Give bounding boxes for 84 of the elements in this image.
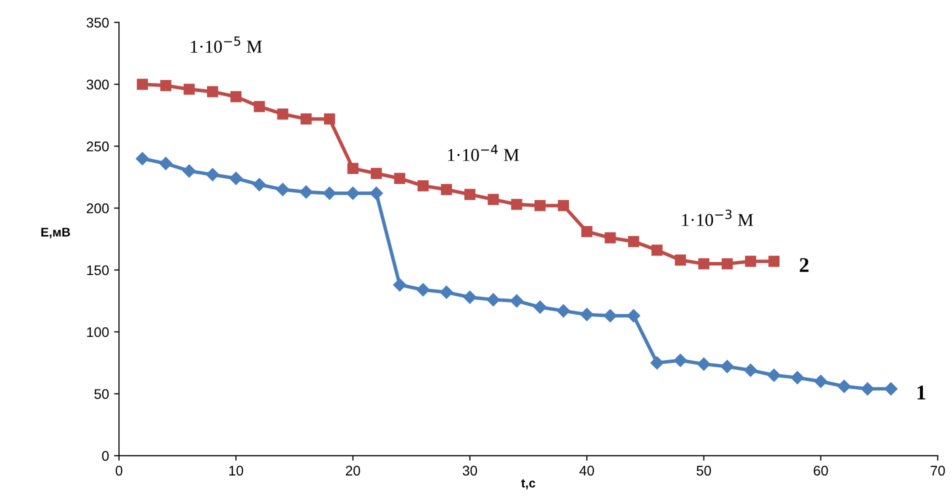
point [464, 188, 476, 200]
x-tick-label: 0 [116, 466, 122, 476]
point [160, 80, 172, 92]
point [768, 256, 780, 267]
point [418, 180, 429, 192]
point [790, 371, 804, 384]
point [581, 226, 592, 238]
point [651, 244, 663, 256]
point [300, 113, 312, 125]
point [300, 185, 313, 199]
point [744, 364, 758, 377]
point [347, 162, 358, 174]
point [860, 382, 874, 396]
point [394, 172, 406, 184]
point [254, 101, 265, 112]
x-tick-label: 20 [346, 466, 360, 476]
y-tick-label: 50 [94, 389, 109, 399]
point [206, 168, 220, 182]
point [440, 184, 452, 196]
point [556, 304, 570, 318]
annotation: 1·10$^{−5}$ M [191, 36, 262, 53]
point [580, 308, 594, 322]
point [136, 152, 149, 166]
point [558, 200, 570, 212]
point [534, 200, 546, 212]
point [627, 309, 640, 322]
point [184, 84, 195, 95]
point [533, 300, 547, 314]
point [838, 380, 851, 393]
point [674, 354, 687, 367]
x-tick-label: 70 [930, 466, 945, 476]
y-tick-label: 300 [86, 80, 109, 90]
point [511, 198, 522, 210]
point [207, 86, 218, 98]
point [370, 168, 382, 179]
series-label: 1 [918, 386, 926, 400]
point [767, 368, 781, 382]
point [650, 356, 664, 370]
x-tick-label: 10 [229, 466, 244, 476]
point [488, 194, 499, 205]
point [322, 186, 336, 200]
x-tick-label: 40 [579, 466, 594, 476]
point [486, 293, 500, 306]
x-tick-label: 50 [696, 466, 711, 476]
point [722, 258, 733, 270]
y-tick-label: 250 [86, 142, 109, 152]
point [510, 294, 524, 308]
y-tick-label: 100 [87, 327, 109, 338]
point [884, 382, 898, 396]
y-tick-label: 0 [102, 451, 109, 461]
point [440, 286, 454, 299]
point [674, 254, 686, 266]
point [230, 91, 242, 102]
point [324, 113, 336, 125]
point [416, 283, 430, 296]
point [346, 186, 360, 200]
y-tick-label: 200 [86, 203, 109, 214]
annotation: 1·10$^{−3}$ M [682, 210, 754, 226]
point [604, 309, 617, 322]
point [720, 360, 734, 374]
point [697, 357, 710, 371]
point [745, 256, 756, 267]
point [463, 290, 476, 304]
point [277, 108, 288, 120]
point [276, 182, 290, 196]
y-axis-title: E,мВ [41, 228, 70, 238]
point [136, 78, 148, 90]
point [229, 172, 243, 185]
y-tick-label: 150 [87, 265, 109, 276]
x-tick-label: 30 [462, 466, 478, 476]
x-axis-title: t,c [521, 479, 536, 490]
y-tick-label: 350 [86, 18, 109, 28]
point [628, 236, 640, 248]
annotation: 1·10$^{−4}$ M [448, 144, 519, 162]
point [159, 156, 172, 170]
x-tick-label: 60 [814, 466, 828, 476]
point [393, 278, 406, 292]
point [698, 258, 710, 270]
point [814, 374, 828, 388]
point [252, 178, 266, 192]
point [370, 186, 383, 200]
point [604, 232, 616, 244]
point [182, 164, 196, 178]
series-label: 2 [800, 258, 808, 272]
